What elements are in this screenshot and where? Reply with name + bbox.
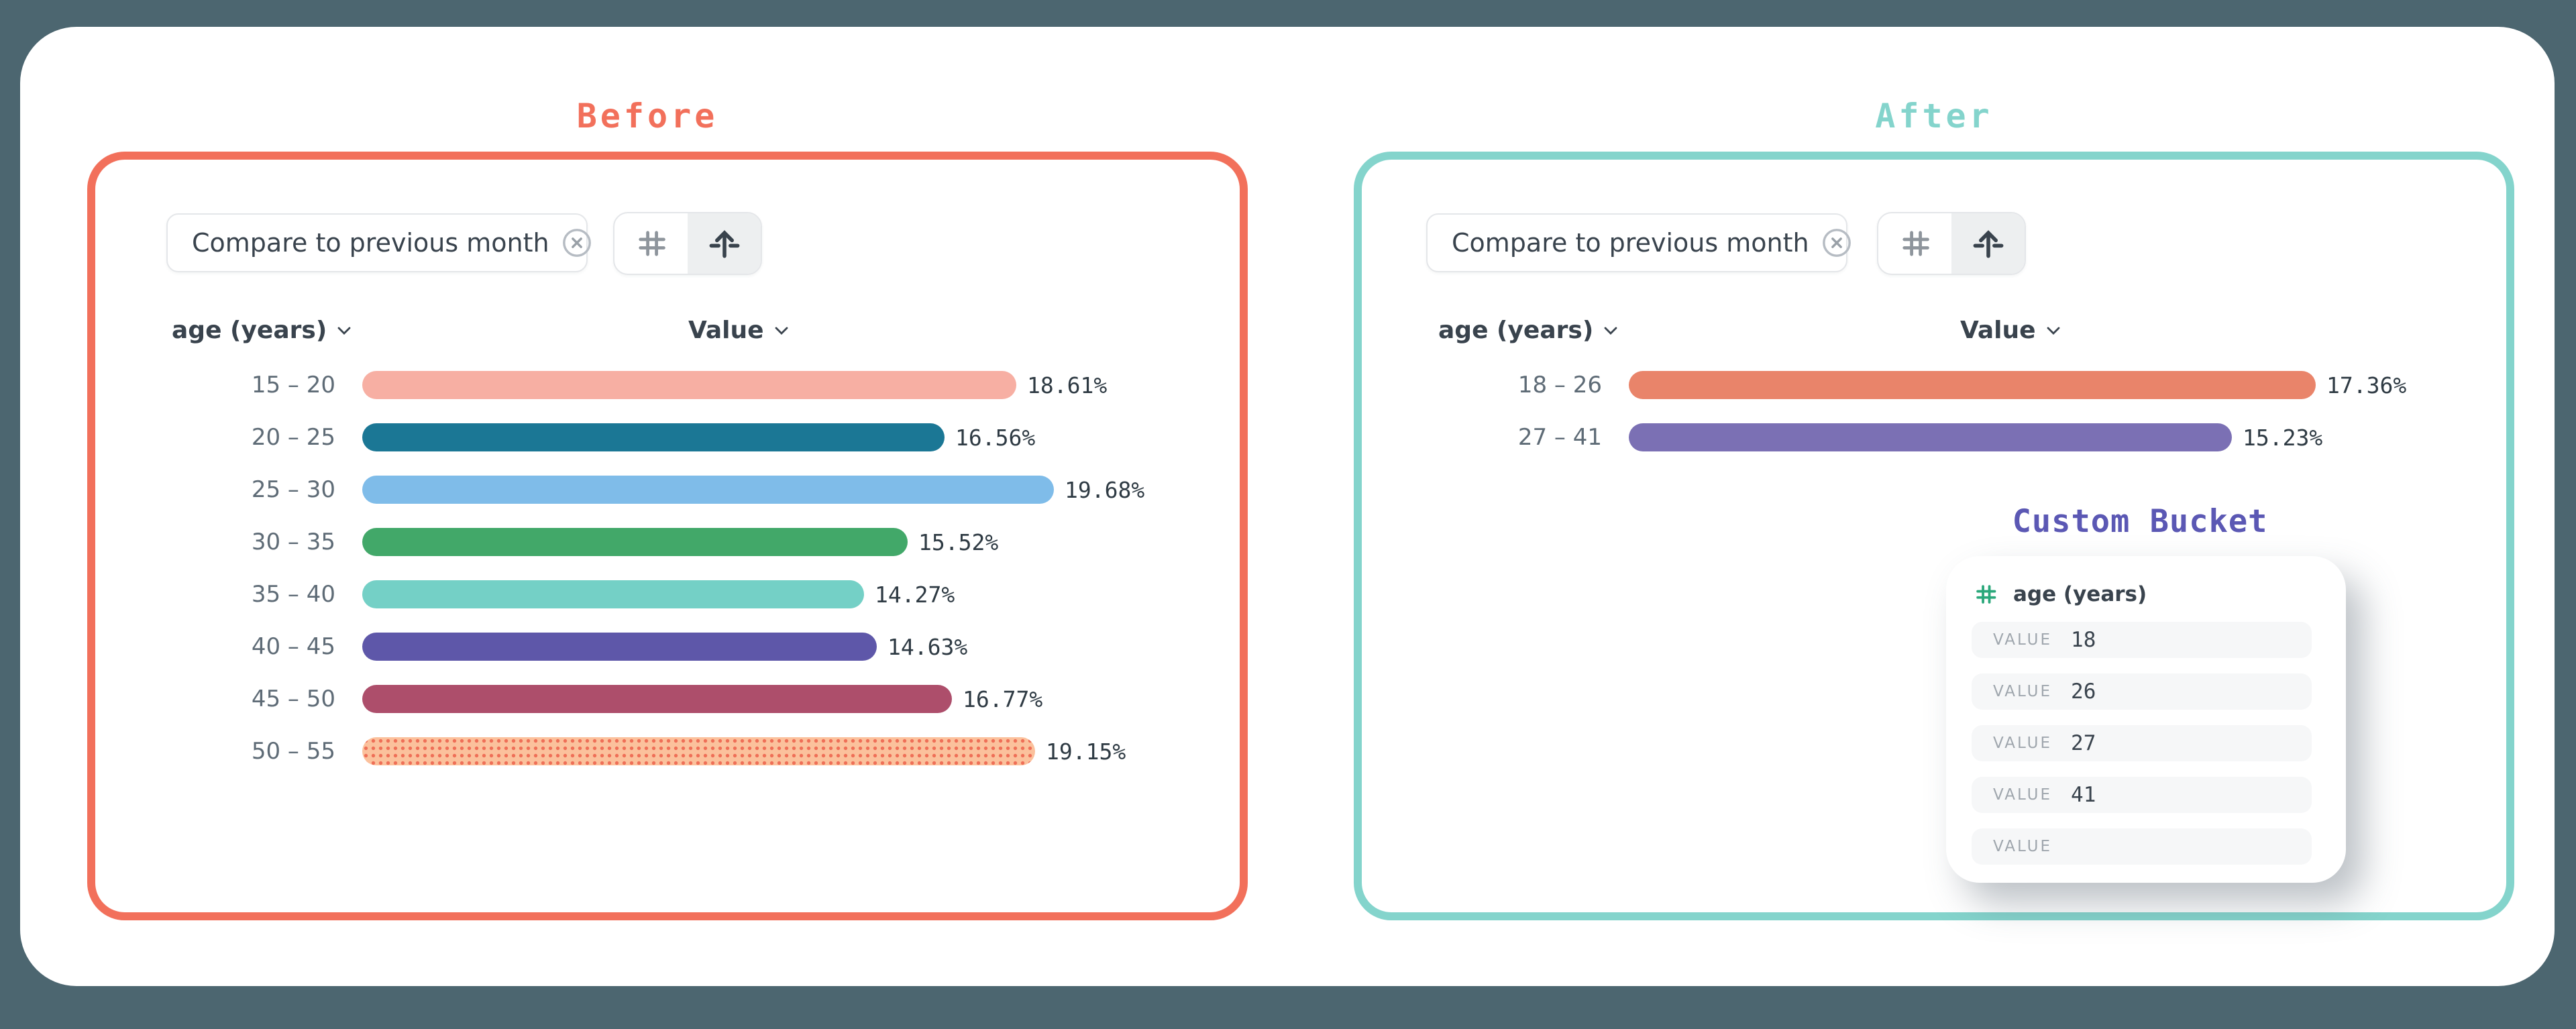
value-bar: [362, 476, 1054, 504]
value-bar: [362, 685, 952, 713]
custom-bucket-field: age (years): [1973, 582, 2312, 607]
value-bar: [362, 737, 1035, 765]
chart-row: 35 – 40 14.27%: [95, 580, 1240, 608]
value-bar: [362, 371, 1016, 399]
bucket-range-label: 50 – 55: [251, 738, 335, 765]
arrow-up-dashes-icon: [1973, 230, 2003, 258]
value-bar: [362, 528, 908, 556]
panel-after: Compare to previous month age (y: [1354, 152, 2514, 920]
chevron-down-icon: [337, 327, 351, 335]
value-label: 19.68%: [1065, 476, 1145, 503]
value-label: 18.61%: [1027, 372, 1108, 398]
chart-row: 30 – 35 15.52%: [95, 528, 1240, 556]
chart-row: 20 – 25 16.56%: [95, 423, 1240, 451]
bucket-value-field[interactable]: VALUE: [1972, 828, 2312, 865]
value-bar: [362, 633, 877, 661]
chart-row: 50 – 55 19.15%: [95, 737, 1240, 765]
value-field-input[interactable]: 27: [2071, 731, 2096, 755]
value-label: 16.56%: [955, 424, 1036, 451]
filter-chip-label: Compare to previous month: [192, 228, 549, 258]
value-field-label: VALUE: [1993, 838, 2053, 855]
value-bar: [1629, 423, 2232, 451]
bucket-range-label: 18 – 26: [1517, 372, 1602, 398]
arrow-up-dashes-icon: [709, 230, 739, 258]
after-title: After: [1875, 97, 1993, 136]
value-field-input[interactable]: 26: [2071, 680, 2096, 704]
remove-filter-icon[interactable]: [561, 227, 592, 258]
custom-bucket-card: age (years) VALUE 18 VALUE 26 VALUE 27 VALUE 41…: [1946, 556, 2346, 883]
value-label: 14.27%: [875, 581, 955, 608]
value-field-label: VALUE: [1993, 735, 2053, 752]
value-bar: [362, 580, 864, 608]
bucket-field-label: age (years): [2013, 582, 2147, 606]
bucket-value-field[interactable]: VALUE 41: [1972, 777, 2312, 813]
bucket-value-field[interactable]: VALUE 27: [1972, 725, 2312, 761]
filter-chip[interactable]: Compare to previous month: [166, 213, 591, 272]
bucket-range-label: 45 – 50: [251, 686, 335, 712]
bucket-range-label: 40 – 45: [251, 633, 335, 660]
chevron-down-icon: [2047, 327, 2059, 335]
dimension-column-header[interactable]: age (years): [1438, 317, 1619, 344]
value-bar: [1629, 371, 2316, 399]
bucket-range-label: 15 – 20: [251, 372, 335, 398]
chart-row: 25 – 30 19.68%: [95, 476, 1240, 504]
before-bar-chart: 15 – 20 18.61% 20 – 25 16.56% 25 – 30 19.68% 3…: [95, 371, 1240, 790]
value-label: 15.52%: [918, 529, 999, 555]
bucket-range-label: 35 – 40: [251, 581, 335, 608]
after-bar-chart: 18 – 26 17.36% 27 – 41 15.23%: [1362, 371, 2506, 476]
display-mode-toggle: [613, 212, 762, 275]
chart-row: 27 – 41 15.23%: [1362, 423, 2506, 451]
display-mode-toggle: [1877, 212, 2026, 275]
hash-icon: [1902, 231, 1929, 256]
bucket-value-field[interactable]: VALUE 18: [1972, 622, 2312, 658]
value-field-label: VALUE: [1993, 631, 2053, 649]
value-column-header[interactable]: Value: [688, 317, 790, 344]
value-label: 15.23%: [2243, 424, 2323, 451]
value-label: 14.63%: [888, 633, 968, 660]
bucket-range-label: 27 – 41: [1517, 424, 1602, 451]
bucket-range-label: 20 – 25: [251, 424, 335, 451]
filter-chip[interactable]: Compare to previous month: [1426, 213, 1851, 272]
chart-row: 18 – 26 17.36%: [1362, 371, 2506, 399]
filter-chip-label: Compare to previous month: [1452, 228, 1809, 258]
value-label: 19.15%: [1046, 738, 1126, 765]
value-field-input[interactable]: 41: [2071, 783, 2096, 807]
bucket-range-label: 30 – 35: [251, 529, 335, 555]
bucket-value-field[interactable]: VALUE 26: [1972, 673, 2312, 710]
hash-icon: [1976, 585, 1996, 604]
numeric-mode-button[interactable]: [614, 213, 688, 274]
hash-icon: [638, 231, 665, 256]
chevron-down-icon: [775, 327, 788, 335]
app-canvas: Before After Compare to previous month: [20, 27, 2555, 986]
chart-row: 45 – 50 16.77%: [95, 685, 1240, 713]
sort-mode-button[interactable]: [1951, 213, 2025, 274]
numeric-mode-button[interactable]: [1878, 213, 1951, 274]
sort-mode-button[interactable]: [688, 213, 761, 274]
chart-row: 15 – 20 18.61%: [95, 371, 1240, 399]
bucket-range-label: 25 – 30: [251, 476, 335, 503]
dimension-column-header[interactable]: age (years): [172, 317, 352, 344]
value-bar: [362, 423, 945, 451]
remove-filter-icon[interactable]: [1821, 227, 1852, 258]
chevron-down-icon: [1604, 327, 1617, 335]
panel-before: Compare to previous month age (y: [87, 152, 1248, 920]
value-label: 16.77%: [963, 686, 1043, 712]
value-field-label: VALUE: [1993, 786, 2053, 804]
value-field-label: VALUE: [1993, 683, 2053, 700]
value-field-input[interactable]: 18: [2071, 628, 2096, 652]
custom-bucket-title: Custom Bucket: [2012, 503, 2268, 540]
value-column-header[interactable]: Value: [1960, 317, 2061, 344]
bucket-rows: VALUE 18 VALUE 26 VALUE 27 VALUE 41 VALUE: [1972, 622, 2312, 865]
chart-row: 40 – 45 14.63%: [95, 633, 1240, 661]
before-title: Before: [576, 97, 718, 136]
value-label: 17.36%: [2326, 372, 2407, 398]
